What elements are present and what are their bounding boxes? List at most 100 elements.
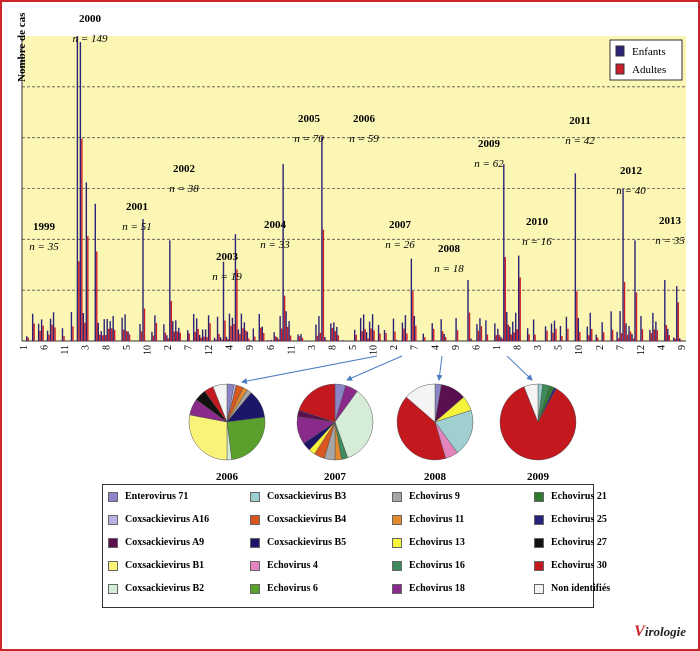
bar-adultes bbox=[283, 295, 286, 341]
bar-adultes bbox=[155, 322, 158, 341]
bar-adultes bbox=[272, 340, 274, 341]
bar-adultes bbox=[39, 330, 41, 341]
legend-label: Coxsackievirus B3 bbox=[267, 491, 347, 502]
bar-adultes bbox=[441, 331, 444, 341]
bar-adultes bbox=[552, 332, 554, 341]
bar-adultes bbox=[277, 339, 280, 341]
bar-enfants bbox=[640, 316, 642, 341]
pie-slice bbox=[499, 386, 577, 461]
x-tick-label: 6 bbox=[471, 345, 482, 350]
legend-swatch bbox=[108, 560, 118, 571]
bar-enfants bbox=[330, 323, 332, 341]
bar-enfants bbox=[85, 182, 88, 341]
legend-label: Coxsackievirus A16 bbox=[125, 514, 210, 525]
bar-enfants bbox=[485, 320, 487, 341]
n-label: n = 35 bbox=[29, 241, 59, 253]
legend-label: Echovirus 18 bbox=[409, 583, 465, 594]
bar-enfants bbox=[49, 318, 52, 341]
bar-adultes bbox=[677, 302, 679, 341]
arrow bbox=[436, 355, 443, 381]
legend-label: Echovirus 30 bbox=[551, 560, 607, 571]
legend-swatch bbox=[108, 514, 118, 525]
legend-label: Coxsackievirus A9 bbox=[125, 537, 205, 548]
bar-enfants bbox=[553, 320, 556, 341]
bar-adultes bbox=[102, 335, 104, 341]
bar-enfants bbox=[526, 328, 529, 341]
pie-slice bbox=[212, 383, 228, 423]
bar-adultes bbox=[471, 340, 474, 341]
n-label: n = 18 bbox=[434, 263, 464, 275]
bar-enfants bbox=[515, 312, 517, 341]
bar-enfants bbox=[368, 321, 371, 341]
bar-adultes bbox=[567, 328, 569, 341]
bar-adultes bbox=[110, 328, 113, 341]
legend-swatch bbox=[108, 491, 118, 502]
legend-label: Echovirus 16 bbox=[409, 560, 465, 571]
bar-enfants bbox=[455, 318, 457, 341]
bar-enfants bbox=[243, 322, 246, 341]
bar-adultes bbox=[412, 291, 414, 341]
bar-adultes bbox=[209, 323, 211, 341]
legend-swatch bbox=[250, 583, 260, 594]
bar-adultes bbox=[477, 330, 480, 341]
bar-enfants bbox=[625, 323, 627, 341]
legend-label: Coxsackievirus B1 bbox=[125, 560, 205, 571]
x-tick-label: 9 bbox=[245, 345, 256, 350]
n-label: n = 35 bbox=[655, 235, 685, 247]
x-tick-label: 7 bbox=[410, 345, 421, 350]
bar-adultes bbox=[394, 331, 396, 341]
bar-enfants bbox=[282, 164, 284, 341]
year-label: 2010 bbox=[526, 216, 549, 228]
legend-item: Coxsackievirus B4 bbox=[250, 514, 346, 525]
legend-label: Enterovirus 71 bbox=[125, 491, 189, 502]
bar-adultes bbox=[355, 334, 357, 341]
y-axis-label: Nombre de cas bbox=[16, 12, 28, 82]
bar-enfants bbox=[231, 317, 234, 341]
bar-adultes bbox=[674, 338, 676, 341]
bar-adultes bbox=[480, 326, 483, 341]
bar-enfants bbox=[222, 261, 225, 341]
bar-adultes bbox=[140, 331, 143, 341]
bar-adultes bbox=[367, 338, 369, 341]
bar-adultes bbox=[468, 312, 471, 341]
bar-enfants bbox=[676, 286, 678, 341]
n-label: n = 33 bbox=[260, 239, 290, 251]
pie-slice bbox=[334, 390, 374, 459]
x-tick-label: 5 bbox=[122, 345, 133, 350]
legend-swatch bbox=[392, 537, 402, 548]
bar-adultes bbox=[224, 320, 226, 341]
legend-item: Coxsackievirus B3 bbox=[250, 491, 346, 502]
bar-enfants bbox=[652, 312, 654, 341]
legend-label: Echovirus 21 bbox=[551, 491, 607, 502]
bar-adultes bbox=[406, 333, 408, 341]
bar-enfants bbox=[70, 311, 73, 341]
bar-enfants bbox=[26, 336, 28, 341]
x-tick-label: 1 bbox=[492, 345, 503, 350]
n-label: n = 51 bbox=[122, 221, 151, 233]
bar-adultes bbox=[620, 333, 623, 341]
bar-adultes bbox=[602, 332, 605, 341]
bar-enfants bbox=[300, 334, 302, 341]
legend-swatch bbox=[392, 560, 402, 571]
year-label: 2005 bbox=[298, 113, 321, 125]
bar-enfants bbox=[40, 319, 43, 341]
bar-enfants bbox=[261, 326, 263, 341]
year-label: 2012 bbox=[620, 165, 643, 177]
bar-enfants bbox=[151, 331, 153, 341]
bar-enfants bbox=[336, 326, 338, 341]
bar-enfants bbox=[142, 219, 144, 341]
bar-adultes bbox=[122, 329, 125, 341]
bar-adultes bbox=[433, 328, 435, 341]
bar-enfants bbox=[631, 333, 633, 341]
bar-enfants bbox=[392, 318, 395, 341]
bar-adultes bbox=[546, 330, 548, 341]
legend-item: Echovirus 13 bbox=[392, 537, 465, 548]
pie-slice bbox=[434, 409, 474, 454]
year-label: 2008 bbox=[438, 243, 461, 255]
bar-enfants bbox=[371, 314, 374, 341]
bar-adultes bbox=[176, 331, 178, 341]
legend-swatch bbox=[108, 537, 118, 548]
bar-adultes bbox=[528, 334, 530, 341]
bar-enfants bbox=[79, 42, 82, 341]
bar-adultes bbox=[188, 333, 190, 341]
